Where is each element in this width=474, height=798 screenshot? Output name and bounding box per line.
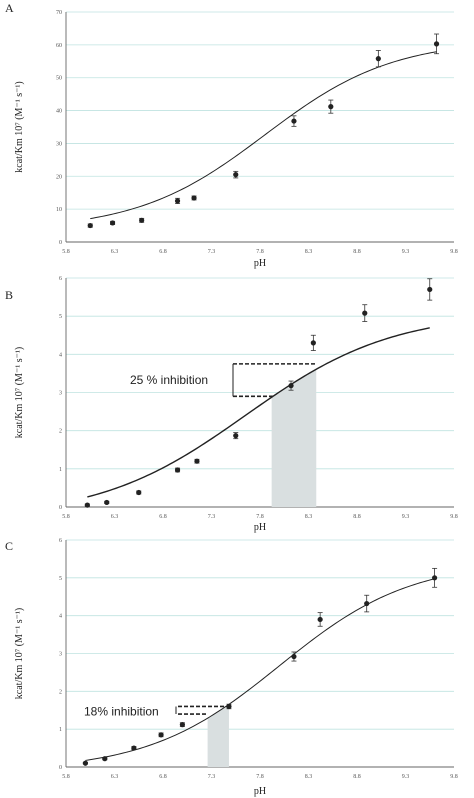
x-tick-label: 9.3 <box>402 249 410 255</box>
data-point <box>179 722 185 728</box>
data-point <box>433 41 440 47</box>
y-tick-label: 5 <box>59 576 62 582</box>
x-tick-label: 7.3 <box>208 774 216 780</box>
y-axis-label: kcat/Km 10⁷ (M⁻¹ s⁻¹) <box>14 81 25 172</box>
x-tick-label: 9.8 <box>450 774 458 780</box>
inhibition-region <box>207 704 229 767</box>
data-point <box>291 653 297 660</box>
y-axis-label: kcat/Km 10⁷ (M⁻¹ s⁻¹) <box>14 608 25 699</box>
y-tick-label: 0 <box>59 765 62 771</box>
y-tick-label: 50 <box>56 76 62 82</box>
x-tick-label: 6.8 <box>159 774 167 780</box>
data-point <box>288 383 294 389</box>
data-point <box>432 575 438 581</box>
x-tick-label: 8.8 <box>353 249 361 255</box>
y-tick-label: 2 <box>59 689 62 695</box>
x-axis-label: pH <box>254 258 266 269</box>
data-point <box>84 502 90 508</box>
y-tick-label: 6 <box>59 276 62 282</box>
data-point <box>233 172 239 178</box>
y-tick-label: 40 <box>56 109 62 115</box>
x-tick-label: 7.3 <box>208 249 216 255</box>
data-point <box>427 286 433 293</box>
x-axis-label: pH <box>254 786 266 797</box>
fit-curve <box>90 51 437 220</box>
data-point <box>102 756 108 762</box>
data-point <box>362 310 368 316</box>
chart-panel-c: 0 1 2 3 4 5 6 5.8 6.3 6.8 7.3 7.8 8.3 8.8 9.3 9.8 18% in… <box>5 538 458 797</box>
y-tick-label: 2 <box>59 429 62 435</box>
y-tick-label: 1 <box>59 727 62 733</box>
y-tick-label: 3 <box>59 391 62 397</box>
y-tick-label: 6 <box>59 538 62 544</box>
y-axis-label: kcat/Km 10⁷ (M⁻¹ s⁻¹) <box>14 347 25 438</box>
data-point <box>375 56 381 62</box>
x-axis-label: pH <box>254 522 266 533</box>
data-point <box>104 499 110 506</box>
y-tick-label: 10 <box>56 207 62 213</box>
y-tick-label: 4 <box>59 352 62 358</box>
data-point <box>291 118 297 124</box>
data-point <box>233 433 239 439</box>
fit-curve <box>87 327 430 498</box>
data-point <box>82 760 88 766</box>
y-tick-label: 4 <box>59 614 62 620</box>
x-tick-label: 6.8 <box>159 249 167 255</box>
x-tick-label: 9.8 <box>450 249 458 255</box>
data-point <box>158 732 164 738</box>
x-tick-label: 9.8 <box>450 514 458 520</box>
x-tick-label: 8.8 <box>353 514 361 520</box>
x-tick-label: 8.3 <box>305 774 313 780</box>
y-tick-label: 0 <box>59 240 62 246</box>
x-tick-label: 6.8 <box>159 514 167 520</box>
x-tick-label: 5.8 <box>62 514 70 520</box>
data-point <box>136 489 142 496</box>
x-tick-label: 8.3 <box>305 514 313 520</box>
x-tick-label: 6.3 <box>111 774 119 780</box>
y-tick-label: 0 <box>59 505 62 511</box>
x-tick-label: 5.8 <box>62 249 70 255</box>
y-tick-label: 70 <box>56 10 62 16</box>
data-point <box>174 198 181 204</box>
panel-label: A <box>5 1 14 15</box>
x-tick-label: 8.8 <box>353 774 361 780</box>
inhibition-region <box>271 369 317 507</box>
data-point <box>109 220 116 226</box>
x-tick-label: 7.8 <box>256 249 264 255</box>
x-tick-label: 7.3 <box>208 514 216 520</box>
data-point <box>131 745 137 751</box>
data-point <box>194 458 200 464</box>
y-tick-label: 1 <box>59 467 62 473</box>
data-point <box>317 616 323 623</box>
y-tick-label: 60 <box>56 43 62 49</box>
data-point <box>191 195 197 201</box>
fit-curve <box>85 578 435 761</box>
y-tick-label: 3 <box>59 652 62 658</box>
inhibition-label: 25 % inhibition <box>130 373 208 387</box>
x-tick-label: 8.3 <box>305 249 313 255</box>
data-point <box>364 600 370 607</box>
data-point <box>139 217 145 223</box>
panel-label: C <box>5 539 13 553</box>
x-tick-label: 6.3 <box>111 514 119 520</box>
chart-panel-a: 0 10 20 30 40 50 60 70 5.8 6.3 6.8 7.3 7.8 8.3 8.8 9.3 9… <box>5 1 458 269</box>
y-tick-label: 20 <box>56 174 62 180</box>
y-tick-label: 5 <box>59 314 62 320</box>
y-tick-label: 30 <box>56 141 62 147</box>
x-tick-label: 9.3 <box>402 774 410 780</box>
x-tick-label: 6.3 <box>111 249 119 255</box>
x-tick-label: 7.8 <box>256 774 264 780</box>
x-tick-label: 7.8 <box>256 514 264 520</box>
panel-label: B <box>5 288 13 302</box>
data-point <box>87 222 93 229</box>
data-point <box>174 467 181 473</box>
chart-panel-b: 0 1 2 3 4 5 6 5.8 6.3 6.8 7.3 7.8 8.3 8.8 9.3 9.8 25 % i… <box>5 276 458 533</box>
data-point <box>226 703 232 710</box>
data-point <box>310 340 316 346</box>
x-tick-label: 5.8 <box>62 774 70 780</box>
inhibition-label: 18% inhibition <box>84 704 159 718</box>
x-tick-label: 9.3 <box>402 514 410 520</box>
data-point <box>328 104 334 110</box>
